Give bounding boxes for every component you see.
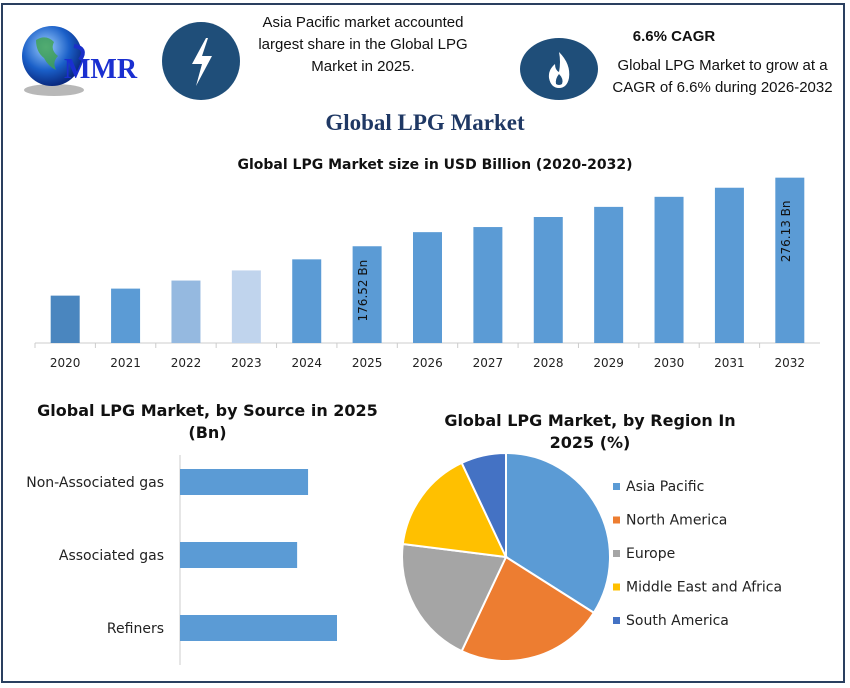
bar-2020 — [50, 295, 80, 343]
bar-2029 — [594, 206, 624, 343]
x-tick-label: 2020 — [50, 356, 81, 370]
infographic-frame — [1, 3, 845, 683]
lightning-badge — [162, 22, 240, 100]
x-tick-label: 2022 — [171, 356, 202, 370]
globe-icon — [22, 26, 85, 96]
x-tick-label: 2024 — [291, 356, 322, 370]
legend-label: South America — [626, 613, 729, 629]
bar-2026 — [413, 232, 442, 343]
region-chart-title-text: Global LPG Market, by Region In 2025 (%) — [444, 411, 736, 452]
source-bar-chart: Non-Associated gas Associated gas Refiners — [26, 455, 337, 665]
flame-badge — [520, 38, 598, 100]
asia-pacific-note: Asia Pacific market accounted largest sh… — [258, 14, 468, 75]
category-label: Non-Associated gas — [26, 475, 164, 491]
cagr-heading: 6.6% CAGR — [632, 28, 716, 45]
x-tick-label: 2023 — [231, 356, 262, 370]
bar-associated-gas — [180, 542, 298, 568]
bar-2021 — [111, 288, 141, 343]
x-tick-label: 2030 — [654, 356, 685, 370]
bar-2025 — [352, 246, 382, 343]
region-pie-chart: Asia Pacific North America Europe Middle Ea… — [401, 451, 782, 662]
legend-label: Europe — [626, 546, 675, 562]
data-label: 176.52 Bn — [356, 260, 370, 322]
bar-2031 — [714, 187, 744, 343]
source-chart-title-text: Global LPG Market, by Source in 2025 (Bn… — [37, 401, 378, 442]
bar-2023 — [231, 270, 261, 343]
category-label: Refiners — [107, 621, 164, 637]
bar-2022 — [171, 280, 201, 343]
legend-label: Middle East and Africa — [626, 580, 782, 596]
market-size-chart-title: Global LPG Market size in USD Billion (2… — [237, 157, 633, 173]
region-chart-title: Global LPG Market, by Region In 2025 (%) — [425, 410, 755, 454]
bar-2027 — [473, 227, 503, 343]
x-tick-label: 2021 — [110, 356, 141, 370]
legend-label: Asia Pacific — [626, 479, 704, 495]
x-tick-label: 2025 — [352, 356, 383, 370]
x-tick-label: 2029 — [593, 356, 624, 370]
x-tick-label: 2032 — [775, 356, 806, 370]
bar-refiners — [180, 615, 337, 641]
market-size-bar-chart: 2020 2021 2022 2023 2024 2025 176.52 Bn 2026 202… — [34, 177, 820, 370]
legend-swatch — [613, 483, 620, 490]
main-title: Global LPG Market — [325, 110, 525, 135]
data-label: 276.13 Bn — [779, 201, 793, 263]
legend-swatch — [613, 516, 620, 524]
slice-middle-east-and-africa — [401, 461, 508, 559]
legend-swatch — [613, 617, 620, 624]
x-tick-label: 2028 — [533, 356, 564, 370]
bar-2030 — [654, 196, 684, 343]
x-tick-label: 2031 — [714, 356, 745, 370]
bar-non-associated-gas — [180, 469, 309, 495]
bar-2028 — [533, 217, 563, 343]
logo-text: MMR — [64, 54, 138, 85]
slice-europe — [401, 542, 508, 653]
legend-label: North America — [626, 513, 727, 529]
bar-2032 — [775, 177, 805, 343]
flame-icon — [548, 52, 570, 88]
legend-swatch — [613, 550, 620, 557]
x-tick-label: 2027 — [473, 356, 504, 370]
category-label: Associated gas — [59, 548, 164, 564]
x-tick-label: 2026 — [412, 356, 443, 370]
slice-south-america — [460, 451, 507, 558]
lightning-icon — [192, 38, 212, 86]
cagr-text: Global LPG Market to grow at a CAGR of 6… — [612, 57, 833, 96]
bar-2024 — [292, 259, 322, 343]
source-chart-title: Global LPG Market, by Source in 2025 (Bn… — [30, 400, 385, 444]
mmr-logo: MMR — [14, 18, 159, 103]
legend-swatch — [613, 583, 620, 591]
